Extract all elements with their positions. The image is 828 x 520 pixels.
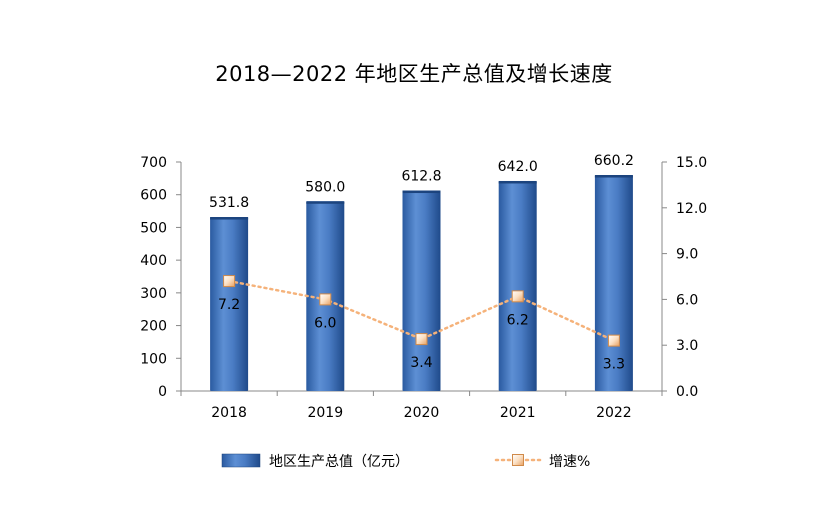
y-left-tick-label: 400 <box>140 253 167 269</box>
y-left-tick-label: 0 <box>158 384 167 400</box>
bar-cap <box>210 217 249 220</box>
bar-value-label: 531.8 <box>209 195 249 211</box>
legend-label-growth: 增速% <box>549 454 590 470</box>
y-right-tick-label: 9.0 <box>676 247 698 263</box>
growth-point-marker <box>511 290 524 303</box>
y-right-tick-label: 0.0 <box>676 384 698 400</box>
growth-point-marker <box>607 334 620 347</box>
growth-line-path <box>227 279 616 342</box>
bar-value-label: 612.8 <box>401 169 441 185</box>
legend-swatch-gdp <box>221 453 261 468</box>
y-left-tick-label: 700 <box>140 155 167 171</box>
growth-point-marker <box>415 333 428 346</box>
bar <box>498 180 537 391</box>
x-tick-label: 2022 <box>596 405 632 421</box>
y-left-tick-label: 100 <box>140 351 167 367</box>
legend: 地区生产总值（亿元） 增速% <box>221 453 590 470</box>
x-tick-label: 2019 <box>307 405 343 421</box>
bar-value-label: 642.0 <box>498 159 538 175</box>
y-left-tick-label: 200 <box>140 319 167 335</box>
growth-value-label: 6.2 <box>507 312 529 328</box>
bar-cap <box>498 180 537 184</box>
x-tick-label: 2018 <box>211 405 247 421</box>
bar-cap <box>402 190 441 194</box>
x-tick-label: 2021 <box>500 405 536 421</box>
chart-title: 2018—2022 年地区生产总值及增长速度 <box>215 62 613 86</box>
growth-value-label: 3.3 <box>603 357 625 373</box>
bar <box>402 190 441 391</box>
growth-value-label: 6.0 <box>314 315 336 331</box>
axes: 0 100 200 300 400 500 600 700 0.0 3.0 6.0 9.0 12.0 15… <box>140 155 707 421</box>
growth-point-marker <box>223 275 236 288</box>
bar-cap <box>306 201 345 204</box>
growth-line <box>223 275 620 347</box>
growth-point-marker <box>319 293 332 306</box>
y-right-tick-label: 12.0 <box>676 201 707 217</box>
y-right-tick-label: 3.0 <box>676 338 698 354</box>
bar <box>210 217 249 391</box>
x-tick-label: 2020 <box>404 405 440 421</box>
y-left-tick-label: 300 <box>140 286 167 302</box>
legend-label-gdp: 地区生产总值（亿元） <box>269 454 409 470</box>
bar-value-label: 580.0 <box>305 179 345 195</box>
y-left-tick-label: 600 <box>140 188 167 204</box>
data-labels: 531.8 580.0 612.8 642.0 660.2 7.2 6.0 3.4 6.2 3.3 <box>209 153 634 373</box>
y-right-tick-label: 6.0 <box>676 292 698 308</box>
bar-cap <box>594 175 633 178</box>
bars <box>210 175 633 391</box>
bar-value-label: 660.2 <box>594 153 634 169</box>
legend-swatch-growth-marker <box>512 454 524 466</box>
growth-value-label: 7.2 <box>218 297 240 313</box>
y-left-tick-label: 500 <box>140 220 167 236</box>
y-right-tick-label: 15.0 <box>676 155 707 171</box>
growth-value-label: 3.4 <box>410 355 432 371</box>
